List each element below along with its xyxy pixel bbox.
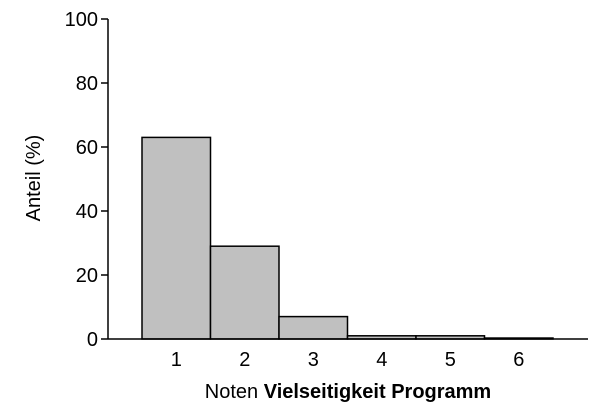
y-tick-label-60: 60 (76, 137, 98, 159)
x-axis-title-prefix: Noten (205, 381, 258, 403)
x-tick-label-2: 2 (239, 349, 250, 371)
y-tick-label-20: 20 (76, 265, 98, 287)
y-tick-label-0: 0 (87, 329, 98, 351)
x-tick-label-4: 4 (376, 349, 387, 371)
x-tick-label-3: 3 (308, 349, 319, 371)
y-tick-label-100: 100 (65, 9, 98, 31)
y-tick-label-80: 80 (76, 73, 98, 95)
bar-2 (209, 245, 280, 340)
bar-1 (141, 136, 212, 340)
bars-group (141, 136, 554, 340)
y-axis: 0 20 40 60 80 100 (65, 9, 109, 351)
y-axis-title: Anteil (%) (23, 135, 45, 222)
x-axis: 1 2 3 4 5 6 (108, 338, 588, 371)
y-tick-label-40: 40 (76, 201, 98, 223)
x-axis-title: Noten Vielseitigkeit Programm (205, 381, 491, 403)
x-tick-label-1: 1 (171, 349, 182, 371)
x-axis-title-bold: Vielseitigkeit Programm (264, 381, 492, 403)
x-tick-label-6: 6 (513, 349, 524, 371)
x-tick-label-5: 5 (445, 349, 456, 371)
bar-3 (278, 315, 349, 340)
